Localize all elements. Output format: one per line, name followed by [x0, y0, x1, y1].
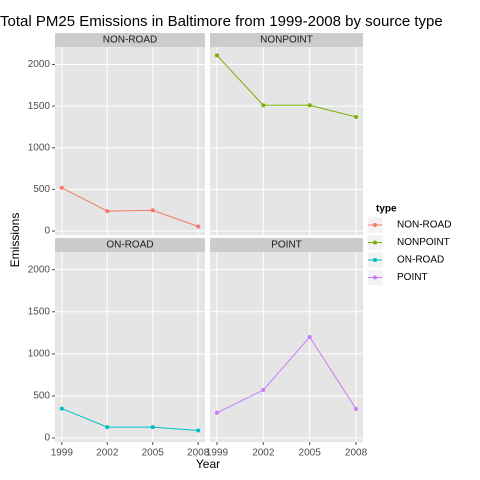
- facet-strip: [210, 33, 363, 47]
- y-tick-label: 2000: [28, 264, 51, 275]
- point: [59, 406, 64, 411]
- panel-background: [210, 47, 363, 235]
- x-axis-label: Year: [196, 457, 220, 471]
- point: [150, 208, 155, 213]
- point: [354, 114, 359, 119]
- legend-title: type: [376, 204, 397, 215]
- facet-strip: [55, 33, 205, 47]
- x-tick-label: 2002: [96, 448, 119, 459]
- point: [354, 407, 359, 412]
- panel-background: [55, 47, 205, 235]
- line: [216, 54, 357, 118]
- point: [150, 425, 155, 430]
- x-tick-label: 2008: [345, 448, 368, 459]
- point: [105, 425, 110, 430]
- point: [59, 185, 64, 190]
- y-tick-label: 1500: [28, 306, 51, 317]
- y-tick-label: 0: [44, 433, 50, 444]
- facet-strip: [210, 238, 363, 252]
- x-tick-label: 2005: [142, 448, 165, 459]
- panel-background: [210, 252, 363, 442]
- facet-label: POINT: [271, 240, 302, 251]
- x-tick-label: 1999: [51, 448, 74, 459]
- legend-label: NON-ROAD: [397, 220, 451, 231]
- y-tick-label: 1000: [28, 349, 51, 360]
- legend-point: [373, 223, 377, 227]
- point: [307, 103, 312, 108]
- x-tick-label: 1999: [206, 448, 229, 459]
- y-tick-label: 1500: [28, 101, 51, 112]
- x-tick-label: 2008: [187, 448, 210, 459]
- x-tick-label: 2002: [252, 448, 275, 459]
- legend-point: [373, 258, 377, 262]
- point: [196, 428, 201, 433]
- x-tick-label: 2005: [299, 448, 322, 459]
- legend-point: [373, 275, 377, 280]
- legend-label: NONPOINT: [397, 237, 450, 248]
- facet-label: NON-ROAD: [103, 35, 157, 46]
- y-tick-label: 2000: [28, 59, 51, 70]
- line: [61, 187, 199, 227]
- y-axis-label: Emissions: [8, 213, 22, 268]
- point: [196, 224, 201, 229]
- point: [307, 335, 312, 340]
- legend-label: POINT: [397, 272, 428, 283]
- point: [261, 388, 266, 393]
- facet-strip: [55, 238, 205, 252]
- facet-label: NONPOINT: [260, 35, 313, 46]
- legend-label: ON-ROAD: [397, 255, 444, 266]
- panel-background: [55, 252, 205, 442]
- facet-label: ON-ROAD: [106, 240, 153, 251]
- chart-title: Total PM25 Emissions in Baltimore from 1…: [0, 13, 443, 30]
- point: [105, 209, 110, 214]
- line: [216, 336, 357, 414]
- y-tick-label: 500: [33, 391, 50, 402]
- line: [61, 408, 199, 431]
- point: [214, 410, 219, 415]
- legend-point: [373, 240, 377, 245]
- point: [214, 53, 219, 58]
- y-tick-label: 0: [44, 226, 50, 237]
- y-tick-label: 500: [33, 184, 50, 195]
- point: [261, 103, 266, 108]
- y-tick-label: 1000: [28, 142, 51, 153]
